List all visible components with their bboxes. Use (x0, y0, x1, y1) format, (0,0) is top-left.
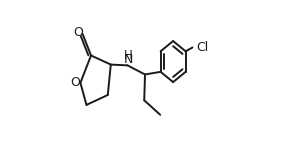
Text: Cl: Cl (197, 41, 209, 54)
Text: O: O (70, 76, 80, 89)
Text: O: O (73, 26, 83, 40)
Text: H: H (124, 49, 133, 62)
Text: N: N (124, 53, 133, 66)
